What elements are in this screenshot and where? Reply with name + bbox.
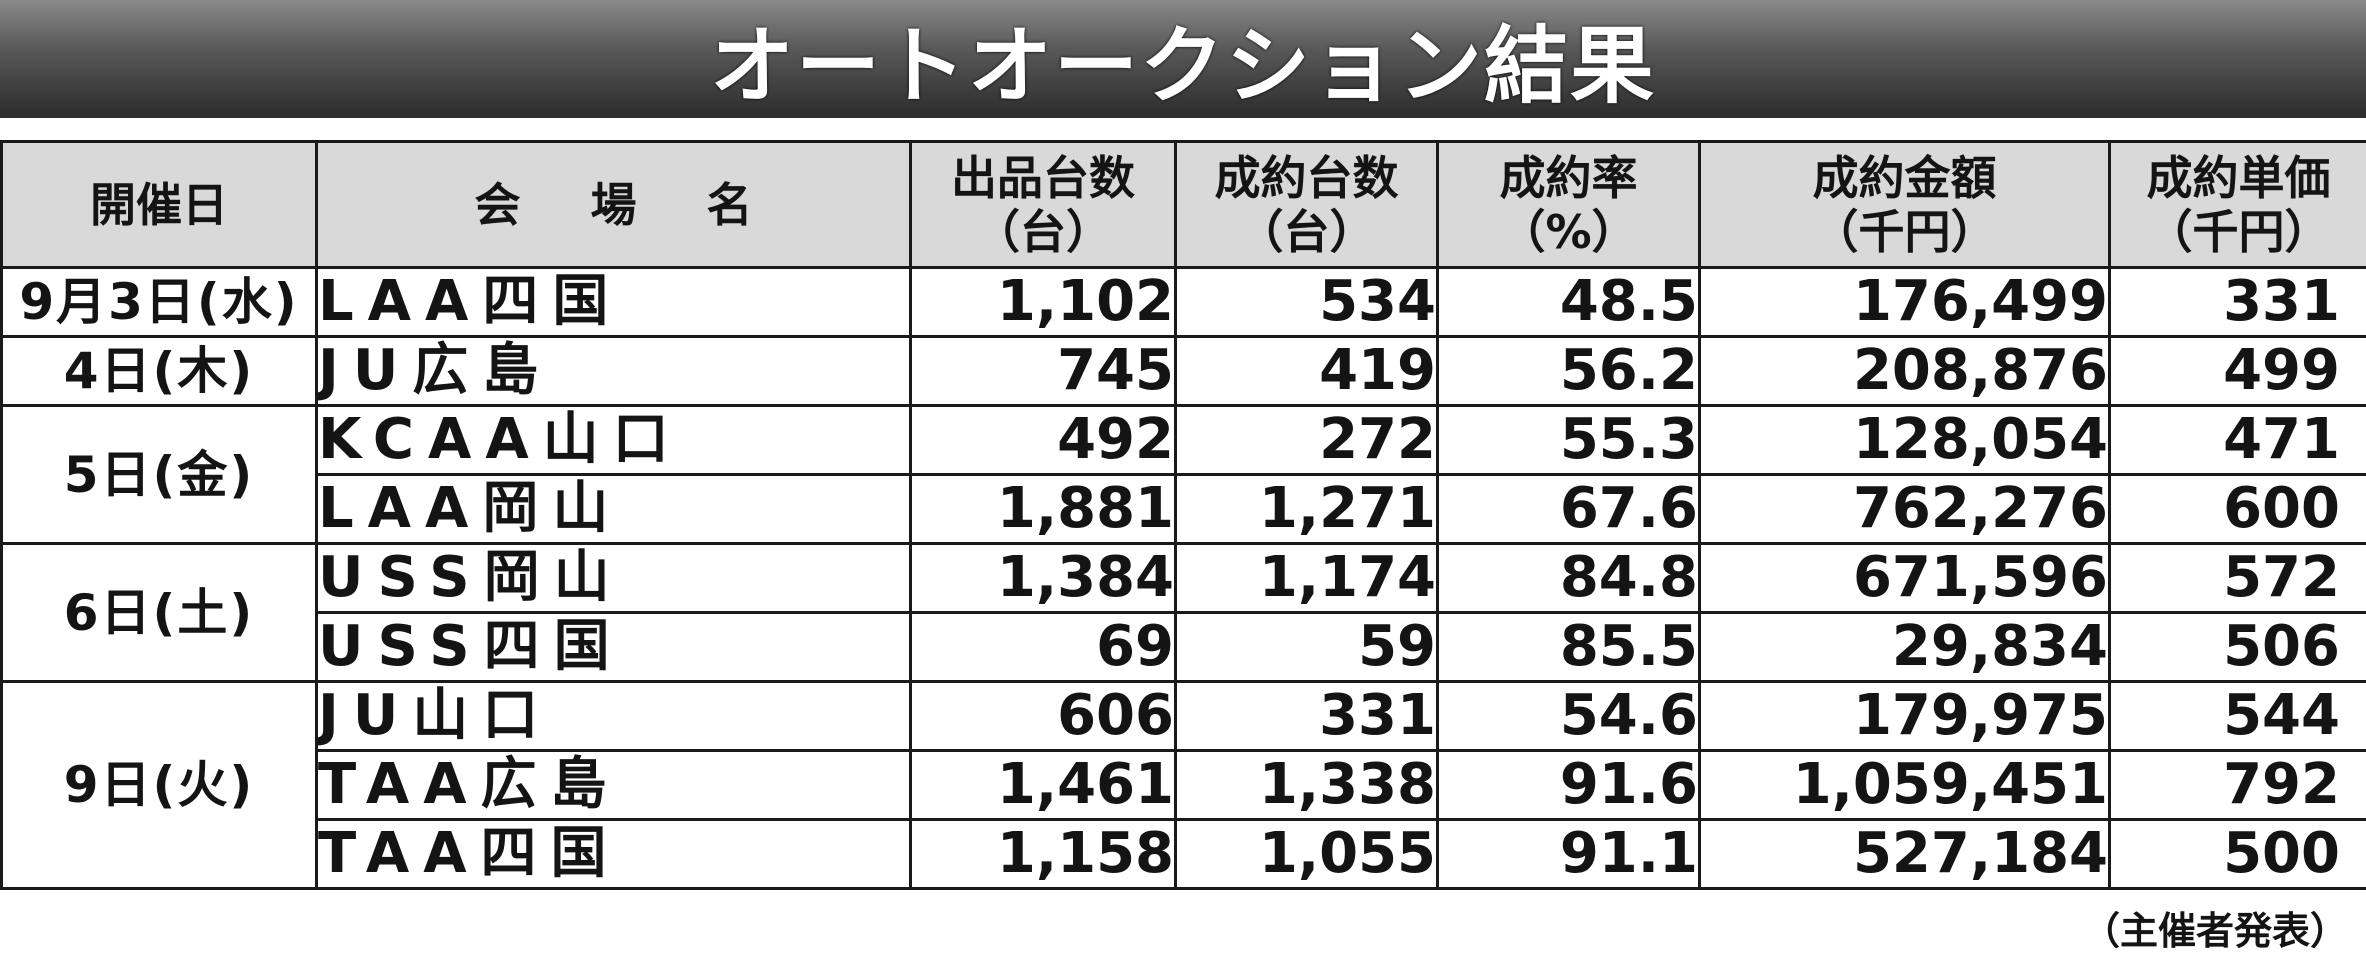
date-cell: 9日(火) — [2, 682, 317, 889]
header-sold: 成約台数（台） — [1176, 142, 1438, 268]
rate-cell: 85.5 — [1438, 613, 1700, 682]
sold-cell: 1,271 — [1176, 475, 1438, 544]
sold-cell: 1,338 — [1176, 751, 1438, 820]
header-unit-price: 成約単価（千円） — [2110, 142, 2366, 268]
table-row: 5日(金) KCAA山口 492 272 55.3 128,054 471 — [2, 406, 2366, 475]
rate-cell: 56.2 — [1438, 337, 1700, 406]
header-rate: 成約率（%） — [1438, 142, 1700, 268]
unit-price-cell: 506 — [2110, 613, 2366, 682]
venue-cell: USS四国 — [317, 613, 911, 682]
sold-cell: 59 — [1176, 613, 1438, 682]
amount-cell: 29,834 — [1700, 613, 2110, 682]
amount-cell: 671,596 — [1700, 544, 2110, 613]
venue-cell: KCAA山口 — [317, 406, 911, 475]
title-banner: オートオークション結果 — [0, 0, 2366, 118]
amount-cell: 128,054 — [1700, 406, 2110, 475]
header-amount: 成約金額（千円） — [1700, 142, 2110, 268]
page-title: オートオークション結果 — [710, 0, 1656, 120]
date-cell: 9月3日(水) — [2, 268, 317, 337]
rate-cell: 67.6 — [1438, 475, 1700, 544]
rate-cell: 91.1 — [1438, 820, 1700, 889]
rate-cell: 54.6 — [1438, 682, 1700, 751]
venue-cell: LAA岡山 — [317, 475, 911, 544]
listed-cell: 1,881 — [911, 475, 1176, 544]
listed-cell: 69 — [911, 613, 1176, 682]
amount-cell: 208,876 — [1700, 337, 2110, 406]
unit-price-cell: 331 — [2110, 268, 2366, 337]
table-row: 4日(木) JU広島 745 419 56.2 208,876 499 — [2, 337, 2366, 406]
amount-cell: 762,276 — [1700, 475, 2110, 544]
amount-cell: 1,059,451 — [1700, 751, 2110, 820]
table-row: TAA四国 1,158 1,055 91.1 527,184 500 — [2, 820, 2366, 889]
amount-cell: 176,499 — [1700, 268, 2110, 337]
unit-price-cell: 792 — [2110, 751, 2366, 820]
auction-results-table: 開催日 会場名 出品台数（台） 成約台数（台） 成約率（%） 成約金額（千円） … — [0, 140, 2366, 890]
venue-cell: LAA四国 — [317, 268, 911, 337]
venue-cell: TAA四国 — [317, 820, 911, 889]
unit-price-cell: 572 — [2110, 544, 2366, 613]
rate-cell: 48.5 — [1438, 268, 1700, 337]
source-note: （主催者発表） — [2082, 900, 2348, 955]
unit-price-cell: 499 — [2110, 337, 2366, 406]
sold-cell: 534 — [1176, 268, 1438, 337]
date-cell: 5日(金) — [2, 406, 317, 544]
rate-cell: 84.8 — [1438, 544, 1700, 613]
unit-price-cell: 500 — [2110, 820, 2366, 889]
rate-cell: 55.3 — [1438, 406, 1700, 475]
listed-cell: 1,384 — [911, 544, 1176, 613]
rate-cell: 91.6 — [1438, 751, 1700, 820]
venue-cell: JU山口 — [317, 682, 911, 751]
amount-cell: 179,975 — [1700, 682, 2110, 751]
header-date: 開催日 — [2, 142, 317, 268]
unit-price-cell: 544 — [2110, 682, 2366, 751]
sold-cell: 419 — [1176, 337, 1438, 406]
sold-cell: 1,055 — [1176, 820, 1438, 889]
listed-cell: 1,461 — [911, 751, 1176, 820]
listed-cell: 492 — [911, 406, 1176, 475]
unit-price-cell: 471 — [2110, 406, 2366, 475]
table-row: LAA岡山 1,881 1,271 67.6 762,276 600 — [2, 475, 2366, 544]
listed-cell: 745 — [911, 337, 1176, 406]
listed-cell: 1,102 — [911, 268, 1176, 337]
venue-cell: USS岡山 — [317, 544, 911, 613]
listed-cell: 1,158 — [911, 820, 1176, 889]
header-row: 開催日 会場名 出品台数（台） 成約台数（台） 成約率（%） 成約金額（千円） … — [2, 142, 2366, 268]
date-cell: 4日(木) — [2, 337, 317, 406]
venue-cell: TAA広島 — [317, 751, 911, 820]
table-row: 6日(土) USS岡山 1,384 1,174 84.8 671,596 572 — [2, 544, 2366, 613]
table-row: 9月3日(水) LAA四国 1,102 534 48.5 176,499 331 — [2, 268, 2366, 337]
table-row: USS四国 69 59 85.5 29,834 506 — [2, 613, 2366, 682]
table-row: 9日(火) JU山口 606 331 54.6 179,975 544 — [2, 682, 2366, 751]
amount-cell: 527,184 — [1700, 820, 2110, 889]
venue-cell: JU広島 — [317, 337, 911, 406]
sold-cell: 1,174 — [1176, 544, 1438, 613]
sold-cell: 331 — [1176, 682, 1438, 751]
date-cell: 6日(土) — [2, 544, 317, 682]
header-listed: 出品台数（台） — [911, 142, 1176, 268]
unit-price-cell: 600 — [2110, 475, 2366, 544]
table-row: TAA広島 1,461 1,338 91.6 1,059,451 792 — [2, 751, 2366, 820]
header-venue: 会場名 — [317, 142, 911, 268]
sold-cell: 272 — [1176, 406, 1438, 475]
listed-cell: 606 — [911, 682, 1176, 751]
